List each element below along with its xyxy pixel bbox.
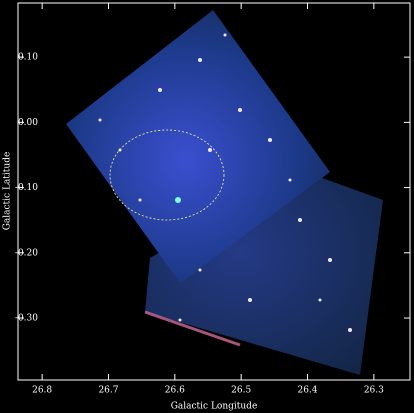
y-tick-label: -0.30 [15, 314, 38, 324]
y-tick-label: -0.10 [15, 183, 38, 193]
x-axis-label: Galactic Longitude [171, 402, 258, 412]
y-tick-label: -0.20 [15, 248, 38, 258]
image-tile [145, 170, 383, 375]
mosaic-image [66, 10, 383, 375]
y-tick-label: 0.10 [18, 53, 38, 63]
x-tick-label: 26.3 [364, 386, 384, 396]
y-tick-label: 0.00 [18, 118, 38, 128]
image-tile [66, 10, 330, 283]
x-tick-label: 26.8 [32, 386, 52, 396]
x-tick-label: 26.4 [297, 386, 317, 396]
plot-frame [17, 2, 411, 381]
region-ellipse [109, 129, 225, 221]
x-tick-label: 26.5 [231, 386, 251, 396]
x-tick-label: 26.6 [165, 386, 185, 396]
y-axis-label: Galactic Latitude [3, 152, 13, 231]
tile-edge [144, 310, 241, 347]
x-tick-label: 26.7 [98, 386, 118, 396]
